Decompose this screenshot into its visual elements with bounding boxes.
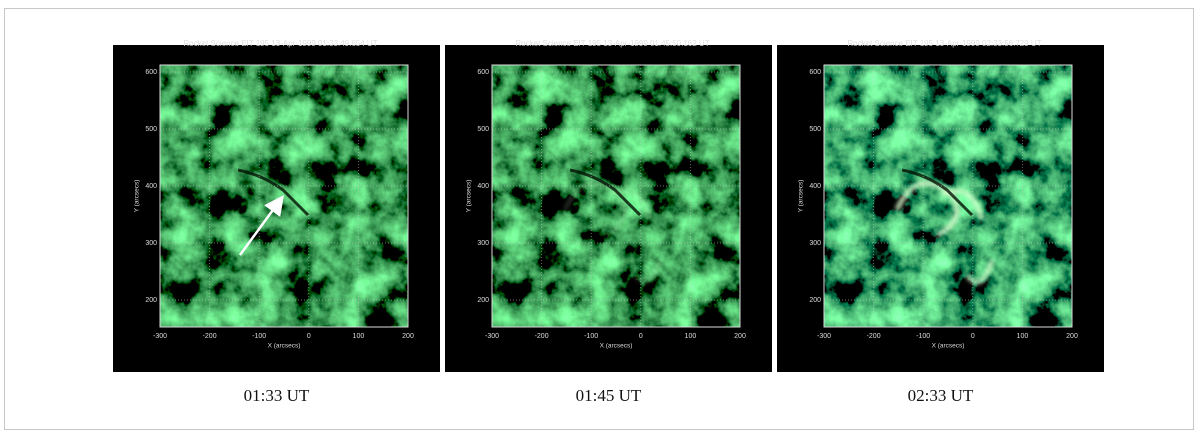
y-tick-label: 500 (477, 126, 489, 133)
y-tick-label: 200 (145, 297, 157, 304)
x-tick-label: 200 (402, 333, 414, 340)
x-axis-label: X (arcsecs) (268, 343, 301, 350)
x-tick-label: 0 (639, 333, 643, 340)
x-tick-label: -300 (817, 333, 831, 340)
image-title: Rocket Science EIT 195 13-Apr-1999 02:33… (847, 39, 1041, 48)
x-tick-label: -100 (584, 333, 598, 340)
x-tick-label: -200 (867, 333, 881, 340)
x-tick-label: 100 (1017, 333, 1029, 340)
y-axis-label: Y (arcsecs) (466, 180, 473, 213)
figure: Rocket Science EIT 195 13-Apr-1999 01:33… (0, 0, 1201, 434)
x-tick-label: 100 (685, 333, 697, 340)
y-tick-label: 600 (145, 69, 157, 76)
x-tick-label: 100 (353, 333, 365, 340)
y-tick-label: 600 (477, 69, 489, 76)
x-tick-label: -200 (203, 333, 217, 340)
y-tick-label: 300 (477, 240, 489, 247)
solar-image (160, 65, 408, 327)
x-tick-label: -200 (535, 333, 549, 340)
x-axis-label: X (arcsecs) (932, 343, 965, 350)
page: {"panels": [ {"title": "Rocket Science E… (0, 0, 1201, 434)
x-tick-label: 0 (307, 333, 311, 340)
x-tick-label: 0 (971, 333, 975, 340)
x-tick-label: -300 (153, 333, 167, 340)
x-tick-label: -100 (252, 333, 266, 340)
image-title: Rocket Science EIT 195 13-Apr-1999 01:45… (515, 39, 709, 48)
y-tick-label: 400 (145, 183, 157, 190)
x-axis-label: X (arcsecs) (600, 343, 633, 350)
y-tick-label: 300 (809, 240, 821, 247)
caption: 02:33 UT (908, 386, 974, 405)
solar-image (492, 65, 740, 327)
y-tick-label: 500 (809, 126, 821, 133)
x-tick-label: 200 (1066, 333, 1078, 340)
image-panel: Rocket Science EIT 195 13-Apr-1999 01:33… (113, 39, 440, 372)
y-tick-label: 400 (477, 183, 489, 190)
image-panel: Rocket Science EIT 195 13-Apr-1999 01:45… (445, 39, 772, 372)
y-tick-label: 200 (809, 297, 821, 304)
x-tick-label: 200 (734, 333, 746, 340)
x-tick-label: -300 (485, 333, 499, 340)
y-tick-label: 400 (809, 183, 821, 190)
y-tick-label: 300 (145, 240, 157, 247)
image-title: Rocket Science EIT 195 13-Apr-1999 01:33… (183, 39, 377, 48)
solar-image (824, 65, 1072, 327)
y-tick-label: 500 (145, 126, 157, 133)
x-tick-label: -100 (916, 333, 930, 340)
y-tick-label: 600 (809, 69, 821, 76)
y-axis-label: Y (arcsecs) (134, 180, 141, 213)
y-tick-label: 200 (477, 297, 489, 304)
caption: 01:45 UT (576, 386, 642, 405)
y-axis-label: Y (arcsecs) (798, 180, 805, 213)
caption: 01:33 UT (244, 386, 310, 405)
image-panel: Rocket Science EIT 195 13-Apr-1999 02:33… (777, 39, 1104, 372)
